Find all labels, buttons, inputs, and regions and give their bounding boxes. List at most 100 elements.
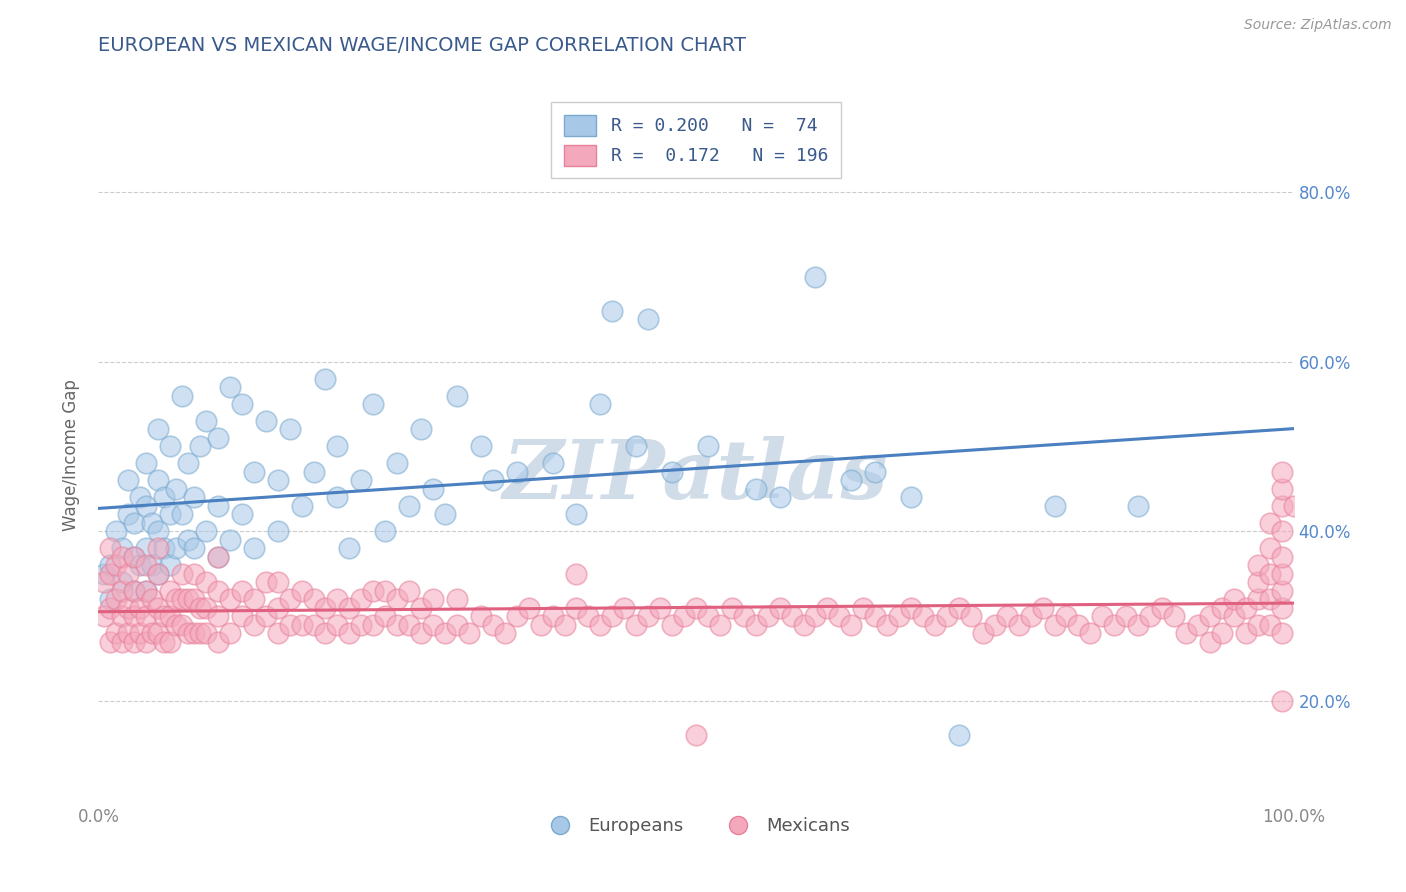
Point	[278, 422, 301, 436]
Point	[177, 592, 200, 607]
Point	[111, 609, 134, 624]
Point	[1258, 516, 1281, 530]
Point	[98, 592, 122, 607]
Point	[188, 439, 211, 453]
Point	[1139, 609, 1161, 624]
Point	[278, 592, 301, 607]
Point	[135, 583, 157, 598]
Point	[1247, 617, 1270, 632]
Point	[626, 439, 648, 453]
Point	[1128, 617, 1150, 632]
Point	[1271, 600, 1294, 615]
Point	[159, 583, 181, 598]
Point	[1043, 499, 1066, 513]
Point	[148, 566, 170, 581]
Point	[1282, 499, 1305, 513]
Point	[1080, 626, 1102, 640]
Point	[148, 541, 170, 556]
Point	[506, 609, 529, 624]
Point	[697, 609, 720, 624]
Point	[398, 499, 420, 513]
Point	[148, 566, 170, 581]
Point	[481, 474, 505, 488]
Point	[153, 634, 176, 648]
Point	[172, 592, 194, 607]
Point	[422, 482, 444, 496]
Point	[960, 609, 983, 624]
Point	[278, 617, 301, 632]
Point	[1234, 626, 1257, 640]
Point	[1271, 465, 1294, 479]
Point	[1271, 482, 1294, 496]
Point	[159, 634, 181, 648]
Point	[254, 609, 277, 624]
Point	[148, 600, 170, 615]
Point	[1211, 626, 1233, 640]
Point	[661, 617, 683, 632]
Point	[458, 626, 481, 640]
Point	[1067, 617, 1090, 632]
Text: ZIPatlas: ZIPatlas	[503, 436, 889, 516]
Point	[195, 414, 218, 428]
Point	[398, 617, 420, 632]
Point	[1032, 600, 1054, 615]
Point	[865, 609, 887, 624]
Point	[1271, 499, 1294, 513]
Point	[291, 583, 314, 598]
Point	[841, 474, 863, 488]
Point	[745, 482, 768, 496]
Point	[350, 617, 373, 632]
Point	[363, 397, 385, 411]
Y-axis label: Wage/Income Gap: Wage/Income Gap	[62, 379, 80, 531]
Point	[231, 583, 253, 598]
Point	[828, 609, 851, 624]
Point	[1199, 634, 1222, 648]
Point	[98, 600, 122, 615]
Point	[1247, 592, 1270, 607]
Point	[207, 583, 229, 598]
Point	[165, 592, 187, 607]
Point	[153, 609, 176, 624]
Point	[105, 626, 128, 640]
Point	[148, 422, 170, 436]
Point	[172, 508, 194, 522]
Point	[745, 617, 768, 632]
Point	[243, 541, 266, 556]
Point	[385, 457, 409, 471]
Point	[159, 558, 181, 573]
Point	[434, 508, 457, 522]
Point	[159, 508, 181, 522]
Point	[124, 583, 146, 598]
Point	[1019, 609, 1042, 624]
Point	[183, 541, 205, 556]
Point	[153, 541, 176, 556]
Point	[936, 609, 959, 624]
Point	[374, 583, 396, 598]
Point	[105, 592, 128, 607]
Point	[1223, 592, 1246, 607]
Point	[697, 439, 720, 453]
Point	[207, 634, 229, 648]
Point	[626, 617, 648, 632]
Point	[385, 617, 409, 632]
Point	[589, 397, 612, 411]
Point	[793, 617, 815, 632]
Point	[1234, 600, 1257, 615]
Point	[948, 728, 970, 742]
Point	[124, 516, 146, 530]
Point	[768, 600, 790, 615]
Point	[721, 600, 744, 615]
Point	[1258, 592, 1281, 607]
Point	[1247, 575, 1270, 590]
Point	[219, 592, 242, 607]
Point	[363, 617, 385, 632]
Point	[398, 583, 420, 598]
Point	[135, 541, 157, 556]
Point	[768, 491, 790, 505]
Point	[1258, 541, 1281, 556]
Point	[1223, 609, 1246, 624]
Point	[1091, 609, 1114, 624]
Point	[1128, 499, 1150, 513]
Point	[374, 524, 396, 539]
Point	[422, 617, 444, 632]
